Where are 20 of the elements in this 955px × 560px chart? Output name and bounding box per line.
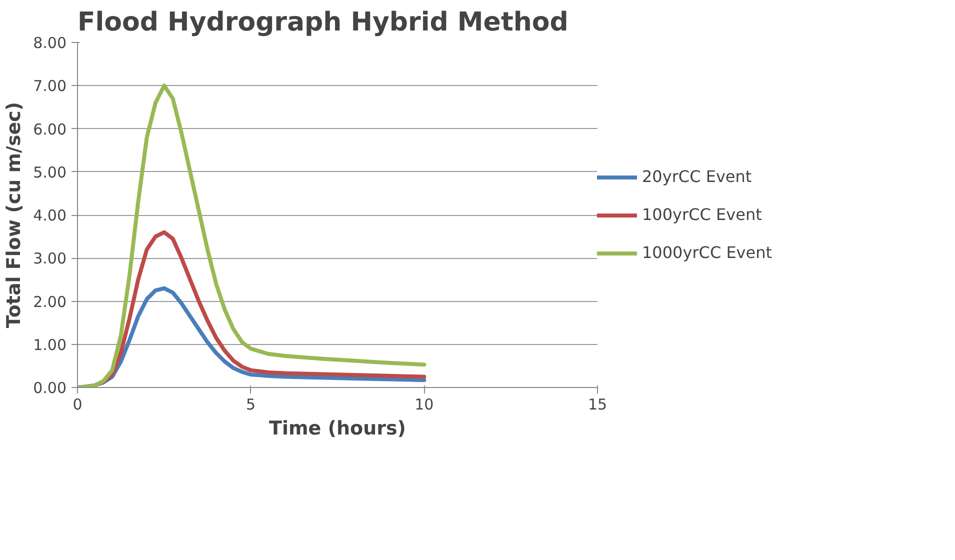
y-tick-label: 0.00 [33,379,67,397]
y-tick-label: 3.00 [33,250,67,268]
y-tick-label: 4.00 [33,206,67,224]
y-tick-label: 1.00 [33,336,67,354]
x-tick-label: 5 [246,396,256,414]
x-tick-label: 10 [414,396,434,414]
legend-label: 1000yrCC Event [642,243,772,262]
x-tick-label: 15 [588,396,608,414]
y-tick-label: 7.00 [33,77,67,96]
y-tick-label: 8.00 [33,34,67,52]
y-axis-title: Total Flow (cu m/sec) [3,102,26,328]
x-axis-title: Time (hours) [269,418,406,440]
y-tick-label: 2.00 [33,292,67,311]
legend-label: 100yrCC Event [642,205,762,224]
chart-title: Flood Hydrograph Hybrid Method [78,8,568,38]
line-series [78,84,426,388]
y-tick-label: 5.00 [33,163,67,182]
x-tick-label: 0 [72,396,82,414]
y-tick-label: 6.00 [33,120,67,138]
legend-label: 20yrCC Event [642,167,752,186]
